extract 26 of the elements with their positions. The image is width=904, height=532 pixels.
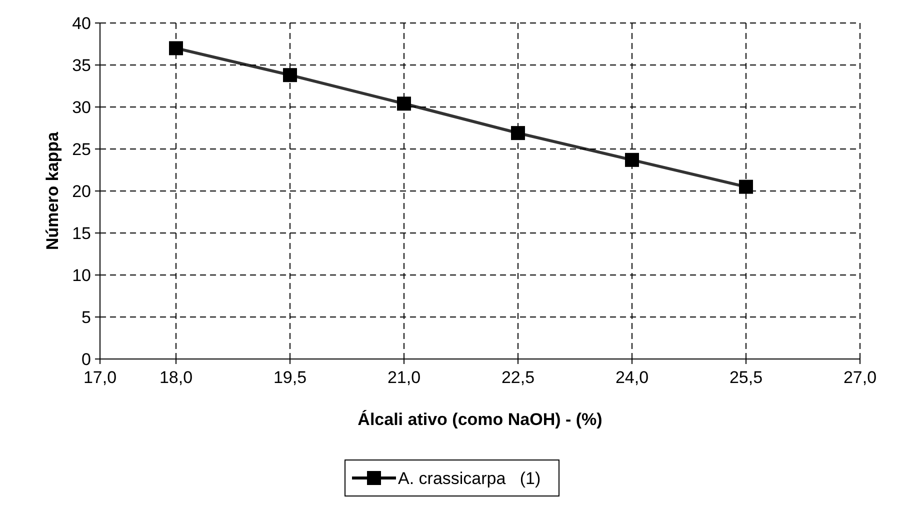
- y-tick-label: 30: [72, 98, 91, 117]
- point: [283, 68, 297, 82]
- y-tick-label: 35: [72, 56, 91, 75]
- x-tick-label: 25,5: [729, 368, 763, 387]
- point: [511, 126, 525, 140]
- y-tick-label: 0: [82, 350, 91, 369]
- point: [169, 41, 183, 56]
- y-tick-label: 10: [72, 266, 91, 285]
- point: [397, 96, 411, 111]
- legend-label: A. crassicarpa (1): [398, 469, 541, 488]
- y-axis-title: Número kappa: [43, 131, 62, 250]
- x-tick-label: 18,0: [159, 368, 193, 387]
- x-tick-label: 22,5: [501, 368, 535, 387]
- y-tick-label: 5: [82, 308, 91, 327]
- x-tick-label: 19,5: [273, 368, 307, 387]
- y-tick-label: 20: [72, 182, 91, 201]
- y-tick-label: 25: [72, 140, 91, 159]
- x-tick-label: 24,0: [615, 368, 649, 387]
- point: [625, 152, 639, 167]
- point: [739, 180, 753, 194]
- x-axis-title: Álcali ativo (como NaOH) - (%): [358, 409, 602, 429]
- x-tick-label: 21,0: [387, 368, 421, 387]
- y-tick-label: 40: [72, 14, 91, 33]
- x-tick-label: 17,0: [83, 368, 117, 387]
- x-tick-label: 27,0: [843, 368, 877, 387]
- y-tick-label: 15: [72, 224, 91, 243]
